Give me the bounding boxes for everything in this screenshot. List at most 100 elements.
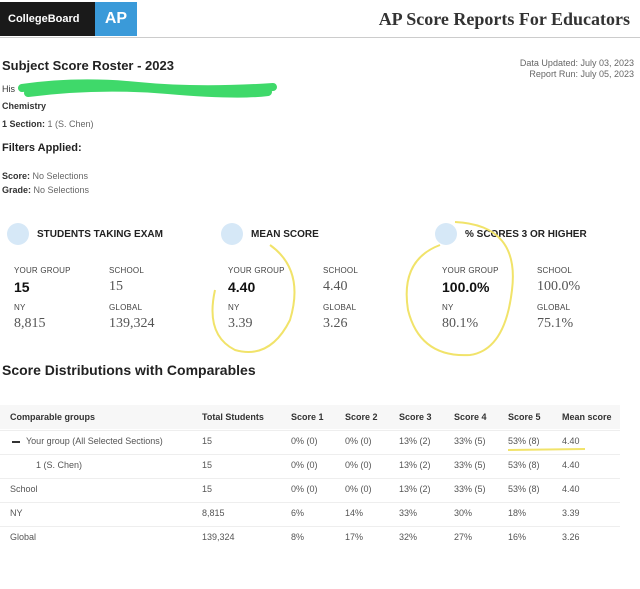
cell: 27% [454,532,473,542]
cell: 16% [508,532,527,542]
school: His [2,84,15,94]
cell: 18% [508,508,527,518]
row-rule [0,430,620,431]
collapse-icon [12,441,20,443]
card-title: STUDENTS TAKING EXAM [37,229,163,240]
cell: 13% (2) [399,436,431,446]
cell: 32% [399,532,418,542]
stat-label: GLOBAL [323,303,357,312]
cell: 1 (S. Chen) [36,460,83,470]
card-title: % SCORES 3 OR HIGHER [465,229,587,240]
row-rule [0,454,620,455]
section-label: 1 Section: [2,119,46,129]
cell: Your group (All Selected Sections) [26,436,163,446]
cell: 17% [345,532,364,542]
stat-label: YOUR GROUP [14,266,71,275]
cell: 0% (0) [291,484,318,494]
stat-label: NY [14,303,26,312]
filter: Grade: No Selections [2,185,89,195]
filter-label: Grade: [2,185,32,195]
filter-label: Score: [2,171,31,181]
stat-label: SCHOOL [537,266,572,275]
stat-value: 4.40 [228,279,256,295]
stat-label: SCHOOL [109,266,144,275]
cell: Global [10,532,37,542]
stat-value: 3.39 [228,316,253,331]
cell: 0% (0) [291,436,318,446]
column-header: Total Students [202,412,264,422]
filters-title: Filters Applied: [2,142,82,154]
cell: 0% (0) [345,484,372,494]
stat-value: 15 [109,279,123,294]
cell: 0% (0) [345,460,372,470]
card-title: MEAN SCORE [251,229,319,240]
cell: 53% (8) [508,436,540,446]
stat-label: YOUR GROUP [442,266,499,275]
stat-value: 8,815 [14,316,46,331]
row-rule [0,502,620,503]
subject: Chemistry [2,101,47,111]
column-header: Mean score [562,412,612,422]
cell: 6% [291,508,305,518]
card-icon [7,223,29,245]
cell: 4.40 [562,460,580,470]
cell: 33% (5) [454,484,486,494]
column-header: Score 4 [454,412,487,422]
table-header-bg [0,405,620,429]
stat-label: GLOBAL [109,303,143,312]
cell: NY [10,508,23,518]
cell: 4.40 [562,484,580,494]
stat-value: 15 [14,279,30,295]
stat-label: NY [442,303,454,312]
section-value: 1 (S. Chen) [47,119,94,129]
column-header: Score 3 [399,412,432,422]
cell: 15 [202,460,213,470]
cell: School [10,484,38,494]
column-header: Comparable groups [10,412,96,422]
card-icon [221,223,243,245]
app-title: AP Score Reports For Educators [378,9,630,29]
column-header: Score 2 [345,412,378,422]
stat-value: 3.26 [323,316,348,331]
cell: 30% [454,508,473,518]
cell: 3.39 [562,508,580,518]
filter-value: No Selections [33,185,90,195]
redaction-scribble [18,79,277,98]
stat-value: 4.40 [323,279,348,294]
row-rule [0,526,620,527]
stat-value: 75.1% [537,316,574,331]
ap-badge: AP [95,2,137,36]
stat-label: NY [228,303,240,312]
stat-label: GLOBAL [537,303,571,312]
cell: 0% (0) [291,460,318,470]
header-rule [0,37,640,38]
cell: 33% (5) [454,460,486,470]
card-icon [435,223,457,245]
stat-value: 139,324 [109,316,155,331]
filter: Score: No Selections [2,171,88,181]
cell: 14% [345,508,364,518]
stat-value: 100.0% [537,279,581,294]
cell: 13% (2) [399,460,431,470]
stat-label: YOUR GROUP [228,266,285,275]
report-run: Report Run: July 05, 2023 [529,69,634,79]
cell: 15 [202,436,213,446]
cell: 0% (0) [345,436,372,446]
section: 1 Section: 1 (S. Chen) [2,119,94,129]
column-header: Score 5 [508,412,541,422]
cell: 33% (5) [454,436,486,446]
report-title: Subject Score Roster - 2023 [2,58,174,73]
cell: 4.40 [562,436,580,446]
stat-value: 80.1% [442,316,479,331]
stat-value: 100.0% [442,279,490,295]
filter-value: No Selections [32,171,89,181]
data-updated: Data Updated: July 03, 2023 [519,58,634,68]
cell: 15 [202,484,213,494]
cell: 33% [399,508,418,518]
cell: 8,815 [202,508,225,518]
cell: 13% (2) [399,484,431,494]
cell: 53% (8) [508,460,540,470]
row-rule [0,478,620,479]
column-header: Score 1 [291,412,324,422]
